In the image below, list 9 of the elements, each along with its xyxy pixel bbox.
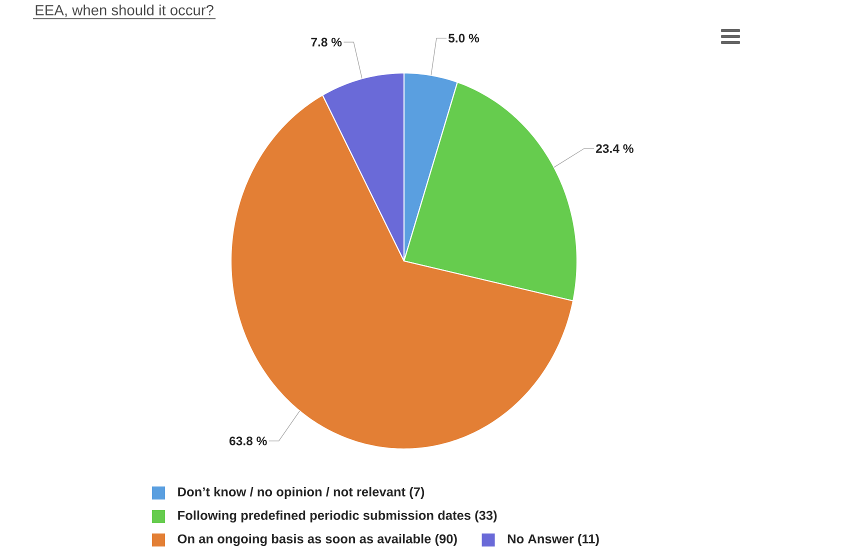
legend-label: Don’t know / no opinion / not relevant (7): [178, 487, 424, 499]
data-label: 7.8 %: [311, 38, 342, 46]
data-label: 63.8 %: [229, 436, 267, 446]
legend-label: Following predefined periodic submission dates (33): [178, 510, 497, 522]
data-label: 5.0 %: [448, 34, 480, 43]
chart-title: EEA, when should it occur?: [36, 4, 214, 18]
legend-label: On an ongoing basis as soon as available (90): [178, 534, 457, 546]
legend-label: No Answer (11): [508, 534, 599, 546]
data-label: 23.4 %: [596, 144, 634, 153]
